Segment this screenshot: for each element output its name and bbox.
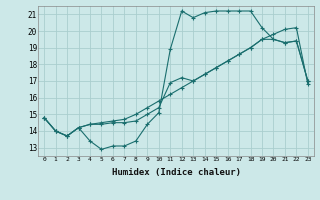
X-axis label: Humidex (Indice chaleur): Humidex (Indice chaleur)	[111, 168, 241, 177]
